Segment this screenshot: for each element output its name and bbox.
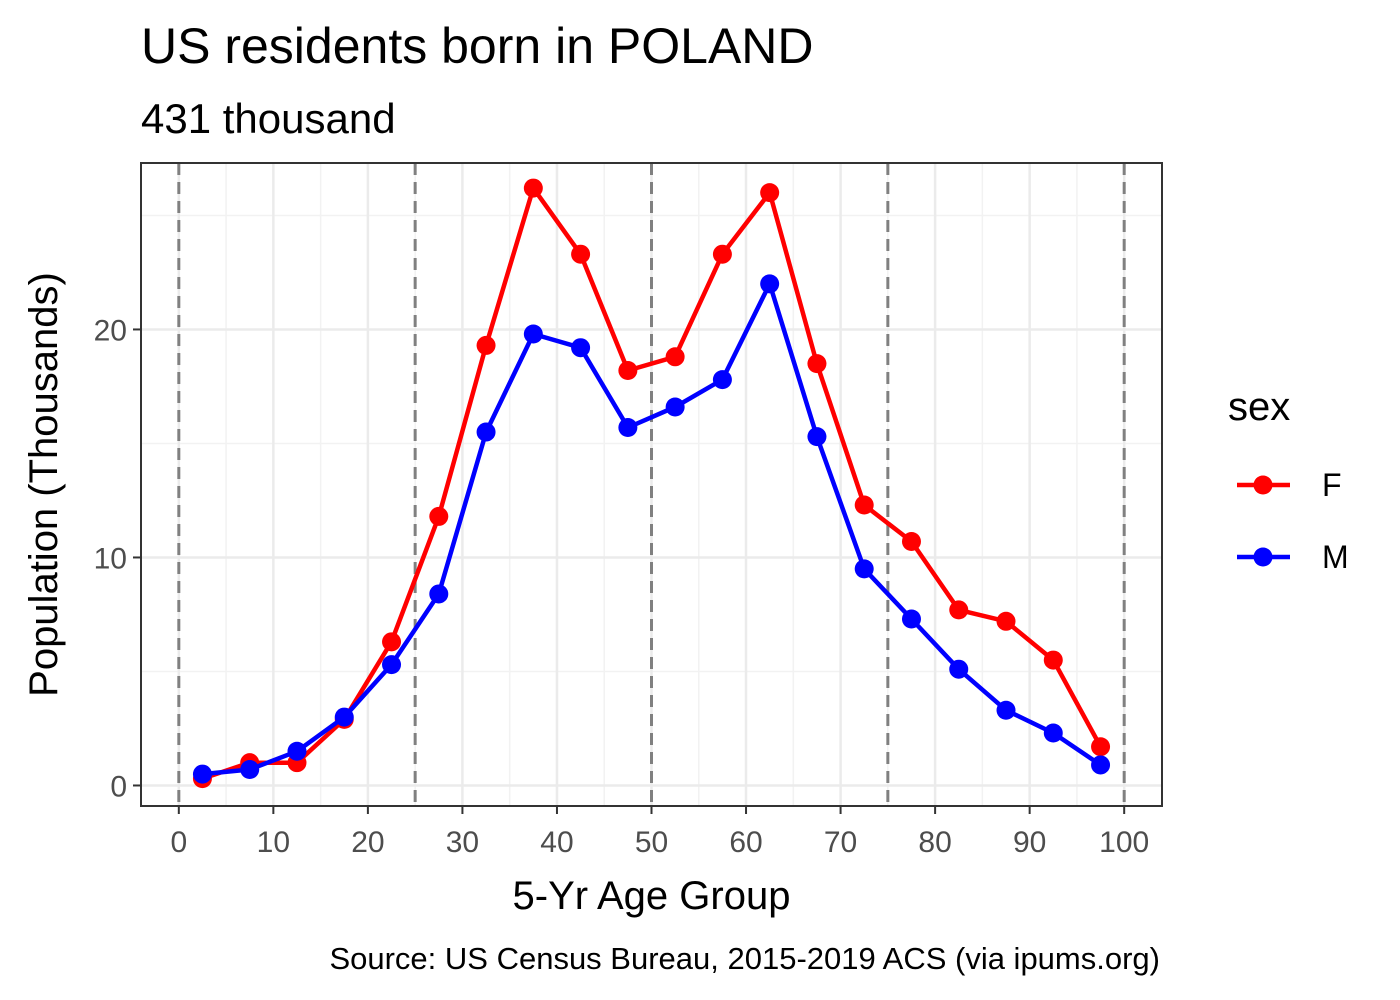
x-tick-label: 80 (918, 826, 951, 859)
legend: sex FM (1228, 385, 1349, 575)
series-line-M (202, 281, 1102, 777)
data-point-M (760, 274, 780, 294)
x-tick-label: 30 (446, 826, 479, 859)
data-point-F (1091, 737, 1111, 757)
data-point-M (523, 324, 543, 344)
data-point-M (382, 655, 402, 675)
legend-key-marker (1253, 547, 1273, 567)
x-tick-label: 60 (729, 826, 762, 859)
data-point-M (618, 417, 638, 437)
data-point-M (665, 397, 685, 417)
data-point-F (854, 495, 874, 515)
data-point-M (807, 427, 827, 447)
x-tick-label: 40 (540, 826, 573, 859)
chart-caption: Source: US Census Bureau, 2015-2019 ACS … (329, 941, 1160, 976)
data-point-F (760, 183, 780, 203)
data-point-F (712, 244, 732, 264)
legend-label: F (1322, 467, 1342, 503)
data-point-F (476, 335, 496, 355)
y-tick-label: 20 (94, 314, 127, 347)
series-M (192, 274, 1111, 784)
chart-subtitle: 431 thousand (141, 95, 396, 142)
legend-title: sex (1228, 385, 1290, 429)
data-point-M (949, 659, 969, 679)
data-point-M (287, 741, 307, 761)
data-point-M (240, 760, 260, 780)
data-point-F (618, 360, 638, 380)
data-point-F (382, 632, 402, 652)
data-series (192, 178, 1111, 789)
data-point-F (901, 532, 921, 552)
data-point-F (949, 600, 969, 620)
y-tick-label: 10 (94, 542, 127, 575)
legend-key-marker (1253, 475, 1273, 495)
data-point-M (192, 764, 212, 784)
data-point-M (712, 370, 732, 390)
x-tick-label: 100 (1099, 826, 1149, 859)
data-point-M (854, 559, 874, 579)
data-point-M (429, 584, 449, 604)
data-point-F (807, 354, 827, 374)
data-point-F (665, 347, 685, 367)
axis-ticks: 0 10 20 30 40 50 60 70 80 90 100 0 10 20 (94, 314, 1150, 859)
chart-title: US residents born in POLAND (141, 18, 814, 74)
legend-items: FM (1237, 467, 1349, 575)
reference-lines (177, 163, 1126, 806)
legend-item-M: M (1237, 539, 1349, 575)
data-point-F (429, 506, 449, 526)
legend-item-F: F (1237, 467, 1342, 503)
x-axis-title: 5-Yr Age Group (513, 874, 791, 918)
x-tick-label: 90 (1013, 826, 1046, 859)
x-tick-label: 20 (351, 826, 384, 859)
data-point-F (996, 611, 1016, 631)
y-tick-label: 0 (110, 770, 127, 803)
y-axis-title: Population (Thousands) (22, 272, 66, 697)
x-tick-label: 50 (635, 826, 668, 859)
data-point-F (523, 178, 543, 198)
data-point-M (1043, 723, 1063, 743)
data-point-M (901, 609, 921, 629)
data-point-M (476, 422, 496, 442)
x-tick-label: 70 (824, 826, 857, 859)
data-point-M (334, 707, 354, 727)
data-point-M (571, 338, 591, 358)
legend-label: M (1322, 539, 1349, 575)
data-point-F (1043, 650, 1063, 670)
x-tick-label: 10 (257, 826, 290, 859)
x-tick-label: 0 (170, 826, 187, 859)
data-point-M (1091, 755, 1111, 775)
data-point-F (571, 244, 591, 264)
data-point-M (996, 700, 1016, 720)
